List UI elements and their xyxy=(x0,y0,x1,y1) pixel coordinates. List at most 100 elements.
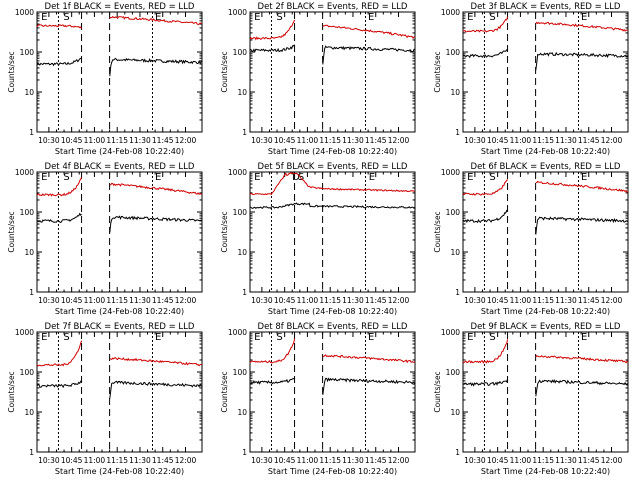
x-tick-label: 11:30 xyxy=(342,456,364,465)
x-tick-label: 11:00 xyxy=(84,456,106,465)
x-tick-label: 11:30 xyxy=(129,456,151,465)
x-tick-label: 10:45 xyxy=(274,296,296,305)
x-tick-label: 10:30 xyxy=(464,136,486,145)
y-tick-label: 1000 xyxy=(15,8,34,17)
events-series-line xyxy=(462,49,629,71)
panel-9: Det 9f BLACK = Events, RED = LLD 1 10 100 10… xyxy=(433,322,629,476)
x-tick-label: 12:00 xyxy=(175,456,197,465)
plot-frame xyxy=(462,331,629,453)
x-tick-label: 10:45 xyxy=(274,456,296,465)
x-tick-label: 11:00 xyxy=(510,456,532,465)
panel-1: Det 1f BLACK = Events, RED = LLD 1 10 100 10… xyxy=(7,2,203,156)
y-axis-label: Counts/sec xyxy=(433,51,442,92)
x-tick-label: 10:30 xyxy=(38,456,60,465)
x-tick-label: 11:00 xyxy=(84,136,106,145)
x-tick-label: 11:00 xyxy=(297,456,319,465)
marker-label: S xyxy=(63,12,69,23)
y-tick-label: 100 xyxy=(20,368,35,377)
y-tick-label: 100 xyxy=(446,368,461,377)
x-tick-label: 11:30 xyxy=(342,136,364,145)
marker-label: S xyxy=(489,172,495,183)
marker-label: E xyxy=(467,332,473,343)
x-tick-label: 12:00 xyxy=(175,136,197,145)
panel-title: Det 1f BLACK = Events, RED = LLD xyxy=(45,2,195,12)
y-tick-label: 1000 xyxy=(441,8,460,17)
x-tick-label: 10:45 xyxy=(61,296,83,305)
x-tick-label: 11:15 xyxy=(319,296,341,305)
y-tick-label: 10 xyxy=(24,248,34,257)
y-tick-label: 1000 xyxy=(15,168,34,177)
panel-6: Det 6f BLACK = Events, RED = LLD 1 10 100 10… xyxy=(433,162,629,316)
x-tick-label: 10:30 xyxy=(38,296,60,305)
x-axis-label: Start Time (24-Feb-08 10:22:40) xyxy=(268,467,397,476)
lld-series-line xyxy=(36,176,203,197)
panel-title: Det 9f BLACK = Events, RED = LLD xyxy=(471,322,621,332)
events-series-line xyxy=(249,202,416,209)
y-tick-label: 100 xyxy=(233,48,248,57)
plot-frame xyxy=(462,11,629,133)
events-series-line xyxy=(249,44,416,65)
marker-label: S xyxy=(276,332,282,343)
plot-frame xyxy=(462,171,629,293)
plot-frame xyxy=(36,331,203,453)
x-tick-label: 12:00 xyxy=(601,456,623,465)
y-axis-label: Counts/sec xyxy=(7,371,16,412)
lld-series-line xyxy=(36,15,203,30)
panel-4: Det 4f BLACK = Events, RED = LLD 1 10 100 10… xyxy=(7,162,203,316)
x-tick-label: 11:45 xyxy=(152,456,174,465)
x-tick-label: 10:45 xyxy=(61,136,83,145)
marker-label: D xyxy=(292,172,300,183)
y-tick-label: 10 xyxy=(237,408,247,417)
x-tick-label: 10:45 xyxy=(487,456,509,465)
x-tick-label: 11:00 xyxy=(510,296,532,305)
marker-label: E xyxy=(368,332,374,343)
plot-frame xyxy=(36,11,203,133)
x-axis-label: Start Time (24-Feb-08 10:22:40) xyxy=(55,147,184,156)
y-tick-label: 1 xyxy=(455,288,460,297)
y-tick-label: 10 xyxy=(24,88,34,97)
marker-label: E xyxy=(368,12,374,23)
x-tick-label: 11:45 xyxy=(578,136,600,145)
y-axis-label: Counts/sec xyxy=(7,51,16,92)
x-tick-label: 10:30 xyxy=(38,136,60,145)
y-tick-label: 1 xyxy=(242,128,247,137)
x-tick-label: 11:30 xyxy=(555,296,577,305)
marker-label: S xyxy=(489,12,495,23)
y-tick-label: 10 xyxy=(450,248,460,257)
x-tick-label: 11:15 xyxy=(532,456,554,465)
events-series-line xyxy=(249,377,416,395)
y-tick-label: 1000 xyxy=(441,328,460,337)
marker-label: E xyxy=(581,12,587,23)
marker-label: E xyxy=(467,172,473,183)
x-axis-label: Start Time (24-Feb-08 10:22:40) xyxy=(481,147,610,156)
x-tick-label: 11:15 xyxy=(319,136,341,145)
x-tick-label: 11:30 xyxy=(555,456,577,465)
marker-label: S xyxy=(489,332,495,343)
lld-series-line xyxy=(36,340,203,367)
marker-label: E xyxy=(155,172,161,183)
y-tick-label: 1000 xyxy=(228,328,247,337)
marker-label: E xyxy=(467,12,473,23)
events-series-line xyxy=(36,212,203,233)
y-axis-label: Counts/sec xyxy=(220,211,229,252)
x-tick-label: 12:00 xyxy=(175,296,197,305)
panel-title: Det 5f BLACK = Events, RED = LLD xyxy=(258,162,408,172)
marker-label: E xyxy=(369,172,375,183)
events-series-line xyxy=(36,57,203,77)
x-tick-label: 12:00 xyxy=(388,296,410,305)
x-tick-label: 11:45 xyxy=(578,296,600,305)
x-tick-label: 10:30 xyxy=(251,456,273,465)
panel-2: Det 2f BLACK = Events, RED = LLD 1 10 100 10… xyxy=(220,2,416,156)
x-tick-label: 11:45 xyxy=(152,296,174,305)
x-axis-label: Start Time (24-Feb-08 10:22:40) xyxy=(481,307,610,316)
marker-label: E xyxy=(155,332,161,343)
marker-label: E xyxy=(155,12,161,23)
y-tick-label: 100 xyxy=(20,48,35,57)
x-tick-label: 11:45 xyxy=(365,296,387,305)
marker-label: S xyxy=(63,172,69,183)
x-axis-label: Start Time (24-Feb-08 10:22:40) xyxy=(268,147,397,156)
y-axis-label: Counts/sec xyxy=(433,211,442,252)
x-tick-label: 11:15 xyxy=(532,296,554,305)
y-tick-label: 1 xyxy=(455,448,460,457)
